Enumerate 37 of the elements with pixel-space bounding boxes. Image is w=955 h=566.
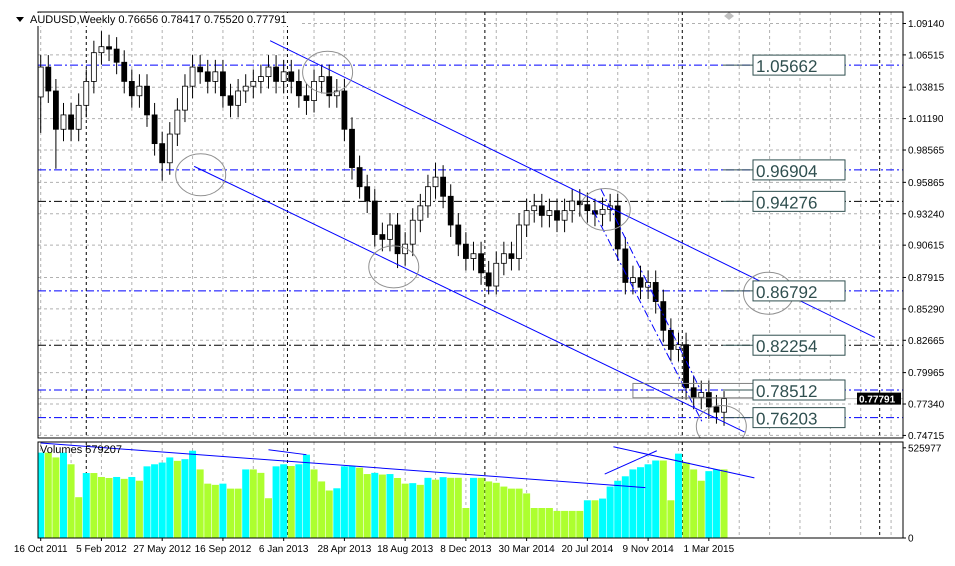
x-tick-label: 18 Aug 2013 <box>377 544 434 555</box>
y-tick-label: 0.87915 <box>908 272 945 284</box>
x-tick-label: 9 Nov 2014 <box>622 544 674 555</box>
y-tick-label: 0.77340 <box>908 400 945 411</box>
x-tick-label: 27 May 2012 <box>133 544 192 555</box>
ref-line-label: 0.94276 <box>756 193 818 212</box>
ref-line-label: 1.05662 <box>756 57 818 76</box>
y-tick-label: 0.93240 <box>908 209 945 220</box>
chart-title: AUDUSD,Weekly 0.76656 0.78417 0.75520 0.77791 <box>30 14 287 26</box>
y-tick-label: 1.01190 <box>908 114 944 126</box>
y-tick-label: 1.03815 <box>908 82 945 94</box>
y-tick-label: 0.90615 <box>908 240 945 252</box>
y-tick-label: 0.79965 <box>908 368 945 380</box>
ref-line-label: 0.77791 <box>859 394 896 406</box>
ref-line-label: 0.86792 <box>756 282 818 302</box>
x-tick-label: 16 Oct 2011 <box>14 544 68 555</box>
x-tick-label: 16 Sep 2012 <box>194 544 252 555</box>
y-tick-label: 1.09140 <box>908 18 945 30</box>
y-tick-label: 0.85290 <box>908 304 945 316</box>
x-tick-label: 6 Jan 2013 <box>258 544 309 555</box>
y-tick-label: 0.74715 <box>908 430 945 442</box>
ref-line-label: 0.76203 <box>756 410 818 429</box>
y-tick-label: 1.06515 <box>908 50 945 62</box>
ref-line-label: 0.96904 <box>756 162 818 181</box>
y-tick-label: 0.95865 <box>908 178 945 189</box>
x-tick-label: 1 Mar 2015 <box>684 544 735 555</box>
ref-line-label: 0.82254 <box>756 337 818 356</box>
y-tick-label: 0.82665 <box>908 336 945 347</box>
x-tick-label: 28 Apr 2013 <box>317 544 372 555</box>
y-tick-label: 0 <box>908 534 914 544</box>
x-tick-label: 30 Mar 2014 <box>498 544 556 555</box>
x-tick-label: 5 Feb 2012 <box>76 544 128 555</box>
y-tick-label: 525977 <box>908 443 942 454</box>
y-tick-label: 0.98565 <box>908 146 945 157</box>
x-tick-label: 20 Jul 2014 <box>562 544 614 555</box>
x-tick-label: 8 Dec 2013 <box>440 544 492 555</box>
ref-line-label: 0.78512 <box>756 382 818 401</box>
